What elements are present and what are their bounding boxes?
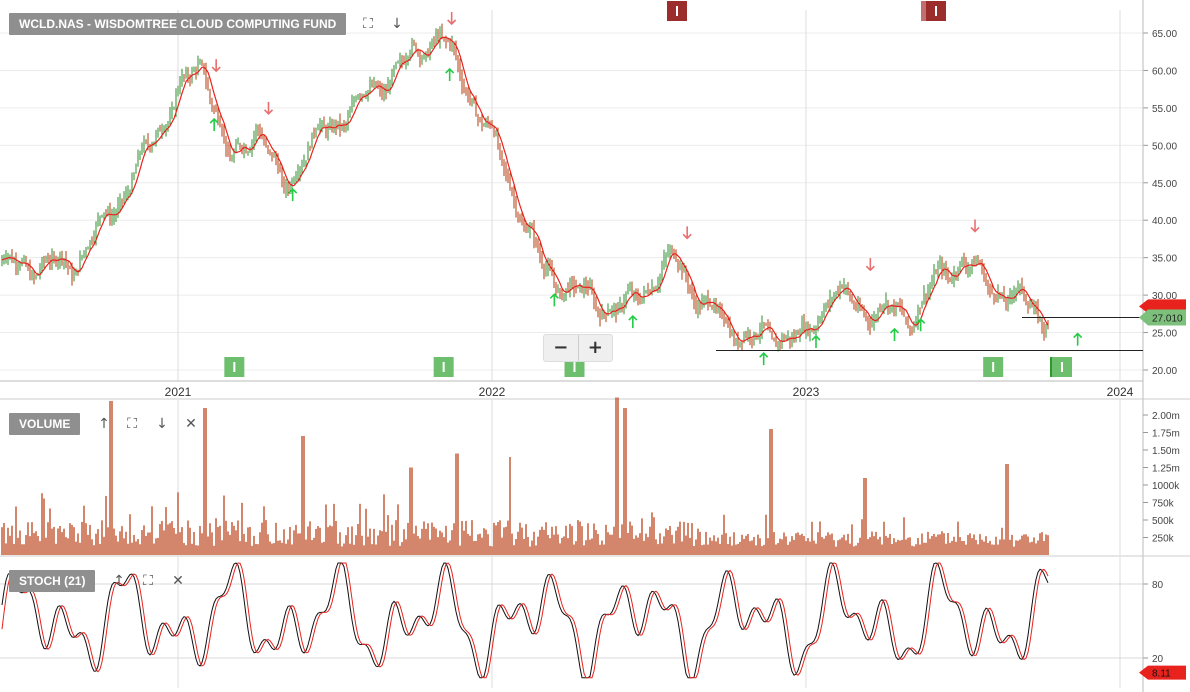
sell-signal-arrow bbox=[970, 219, 980, 233]
price-tick-label: 35.00 bbox=[1152, 254, 1177, 265]
sell-signal-arrow bbox=[865, 258, 875, 272]
volume-panel-title: VOLUME bbox=[9, 413, 81, 435]
expand-icon[interactable]: ⛶ bbox=[143, 573, 153, 589]
buy-signal-arrow bbox=[916, 318, 926, 332]
price-tick-label: 50.00 bbox=[1152, 141, 1177, 152]
stoch-value-label: 8.11 bbox=[1152, 669, 1171, 680]
event-marker-green bbox=[224, 357, 245, 377]
sell-signal-arrow bbox=[211, 59, 221, 73]
move-up-icon[interactable]: ↑ bbox=[98, 416, 110, 432]
volume-tick-label: 750k bbox=[1152, 499, 1175, 510]
event-marker-red bbox=[667, 1, 687, 21]
buy-signal-arrow bbox=[549, 293, 559, 307]
buy-signal-arrow bbox=[628, 314, 638, 329]
stoch-d-line bbox=[1, 562, 1049, 679]
price-tick-label: 40.00 bbox=[1152, 216, 1177, 227]
buy-signal-arrow bbox=[759, 352, 769, 366]
sell-signal-arrow bbox=[211, 59, 221, 73]
stoch-k-line bbox=[1, 562, 1049, 679]
x-tick-label: 2022 bbox=[479, 385, 506, 399]
price-tick-label: 65.00 bbox=[1152, 29, 1177, 40]
buy-signal-arrow bbox=[288, 187, 298, 202]
event-marker-red bbox=[926, 1, 946, 21]
x-tick-label: 2023 bbox=[793, 385, 820, 399]
price-tick-label: 45.00 bbox=[1152, 179, 1177, 190]
price-tick-label: 30.00 bbox=[1152, 291, 1177, 302]
sell-signal-arrow bbox=[263, 101, 274, 115]
stoch-value-tag bbox=[1139, 665, 1186, 680]
price-panel-title: WCLD.NAS - WISDOMTREE CLOUD COMPUTING FU… bbox=[9, 13, 347, 35]
close-icon[interactable]: ✕ bbox=[172, 573, 184, 589]
buy-signal-arrow bbox=[811, 334, 821, 349]
buy-signal-arrow bbox=[1073, 332, 1083, 346]
event-marker-green bbox=[564, 357, 585, 377]
stoch-panel-title: STOCH (21) bbox=[9, 570, 96, 592]
volume-tick-label: 1.75m bbox=[1152, 429, 1180, 440]
event-marker-green bbox=[433, 357, 454, 377]
expand-icon[interactable]: ⛶ bbox=[127, 416, 137, 432]
buy-signal-arrow bbox=[1073, 332, 1083, 346]
sell-signal-arrow bbox=[865, 258, 875, 272]
event-marker-green bbox=[983, 357, 1004, 377]
sell-signal-arrow bbox=[682, 226, 692, 240]
last-price-tag bbox=[1139, 309, 1186, 326]
move-down-icon[interactable]: ↓ bbox=[391, 16, 403, 32]
volume-tick-label: 1.25m bbox=[1152, 464, 1180, 475]
event-marker-green bbox=[1052, 357, 1072, 377]
buy-signal-arrow bbox=[445, 67, 455, 82]
stoch-tick-label: 20 bbox=[1152, 654, 1164, 665]
buy-signal-arrow bbox=[759, 352, 769, 366]
sell-signal-arrow bbox=[263, 101, 274, 115]
sell-signal-arrow bbox=[447, 12, 457, 26]
buy-signal-arrow bbox=[916, 318, 926, 332]
buy-signal-arrow bbox=[209, 117, 219, 132]
volume-tick-label: 2.00m bbox=[1152, 411, 1180, 422]
buy-signal-arrow bbox=[445, 67, 455, 82]
buy-signal-arrow bbox=[288, 187, 298, 202]
move-down-icon[interactable]: ↓ bbox=[156, 416, 168, 432]
sell-signal-arrow bbox=[970, 219, 980, 233]
moving-average-line bbox=[1, 36, 1049, 343]
buy-signal-arrow bbox=[549, 293, 559, 307]
volume-bars bbox=[1, 397, 1049, 555]
price-tick-label: 25.00 bbox=[1152, 329, 1177, 340]
stoch-tick-label: 80 bbox=[1152, 580, 1164, 591]
buy-signal-arrow bbox=[628, 314, 638, 329]
buy-signal-arrow bbox=[811, 334, 821, 349]
candles bbox=[1, 23, 1049, 352]
x-tick-label: 2024 bbox=[1107, 385, 1134, 399]
zoom-out-button[interactable]: − bbox=[544, 335, 579, 361]
sell-signal-arrow bbox=[447, 12, 457, 26]
x-tick-label: 2021 bbox=[165, 385, 192, 399]
buy-signal-arrow bbox=[209, 117, 219, 132]
sell-signal-arrow bbox=[682, 226, 692, 240]
close-icon[interactable]: ✕ bbox=[185, 416, 197, 432]
expand-icon[interactable]: ⛶ bbox=[363, 16, 373, 32]
price-tick-label: 20.00 bbox=[1152, 366, 1177, 377]
volume-tick-label: 1000k bbox=[1152, 481, 1180, 492]
price-tick-label: 55.00 bbox=[1152, 104, 1177, 115]
volume-tick-label: 500k bbox=[1152, 516, 1175, 527]
volume-tick-label: 250k bbox=[1152, 534, 1175, 545]
price-tick-label: 60.00 bbox=[1152, 66, 1177, 77]
buy-signal-arrow bbox=[889, 327, 900, 341]
buy-signal-arrow bbox=[889, 327, 900, 341]
zoom-in-button[interactable]: + bbox=[587, 337, 603, 358]
volume-tick-label: 1.50m bbox=[1152, 446, 1180, 457]
move-up-icon[interactable]: ↑ bbox=[113, 573, 125, 589]
zoom-controls: − + bbox=[543, 334, 613, 362]
last-price-label: 27.010 bbox=[1152, 314, 1183, 325]
